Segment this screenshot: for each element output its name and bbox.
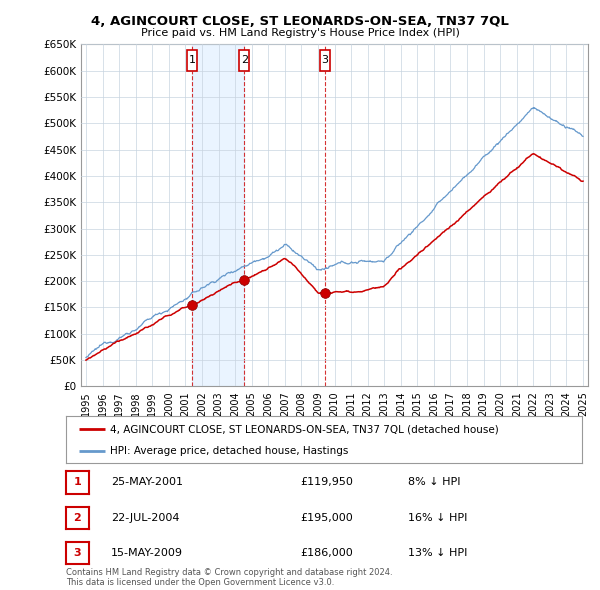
Text: Contains HM Land Registry data © Crown copyright and database right 2024.
This d: Contains HM Land Registry data © Crown c…	[66, 568, 392, 587]
Bar	[192, 44, 244, 386]
Text: 22-JUL-2004: 22-JUL-2004	[111, 513, 179, 523]
Text: HPI: Average price, detached house, Hastings: HPI: Average price, detached house, Hast…	[110, 447, 348, 456]
Text: 15-MAY-2009: 15-MAY-2009	[111, 548, 183, 558]
Text: 1: 1	[74, 477, 81, 487]
Text: 3: 3	[74, 548, 81, 558]
Text: 13% ↓ HPI: 13% ↓ HPI	[408, 548, 467, 558]
Text: 8% ↓ HPI: 8% ↓ HPI	[408, 477, 461, 487]
Text: 1: 1	[188, 55, 196, 65]
Text: £195,000: £195,000	[300, 513, 353, 523]
FancyBboxPatch shape	[239, 50, 249, 71]
Text: Price paid vs. HM Land Registry's House Price Index (HPI): Price paid vs. HM Land Registry's House …	[140, 28, 460, 38]
Text: £119,950: £119,950	[300, 477, 353, 487]
Text: 3: 3	[321, 55, 328, 65]
FancyBboxPatch shape	[187, 50, 197, 71]
Text: 25-MAY-2001: 25-MAY-2001	[111, 477, 183, 487]
Text: 16% ↓ HPI: 16% ↓ HPI	[408, 513, 467, 523]
Text: 2: 2	[241, 55, 248, 65]
Text: 4, AGINCOURT CLOSE, ST LEONARDS-ON-SEA, TN37 7QL: 4, AGINCOURT CLOSE, ST LEONARDS-ON-SEA, …	[91, 15, 509, 28]
FancyBboxPatch shape	[320, 50, 329, 71]
Text: £186,000: £186,000	[300, 548, 353, 558]
Text: 4, AGINCOURT CLOSE, ST LEONARDS-ON-SEA, TN37 7QL (detached house): 4, AGINCOURT CLOSE, ST LEONARDS-ON-SEA, …	[110, 424, 499, 434]
Text: 2: 2	[74, 513, 81, 523]
